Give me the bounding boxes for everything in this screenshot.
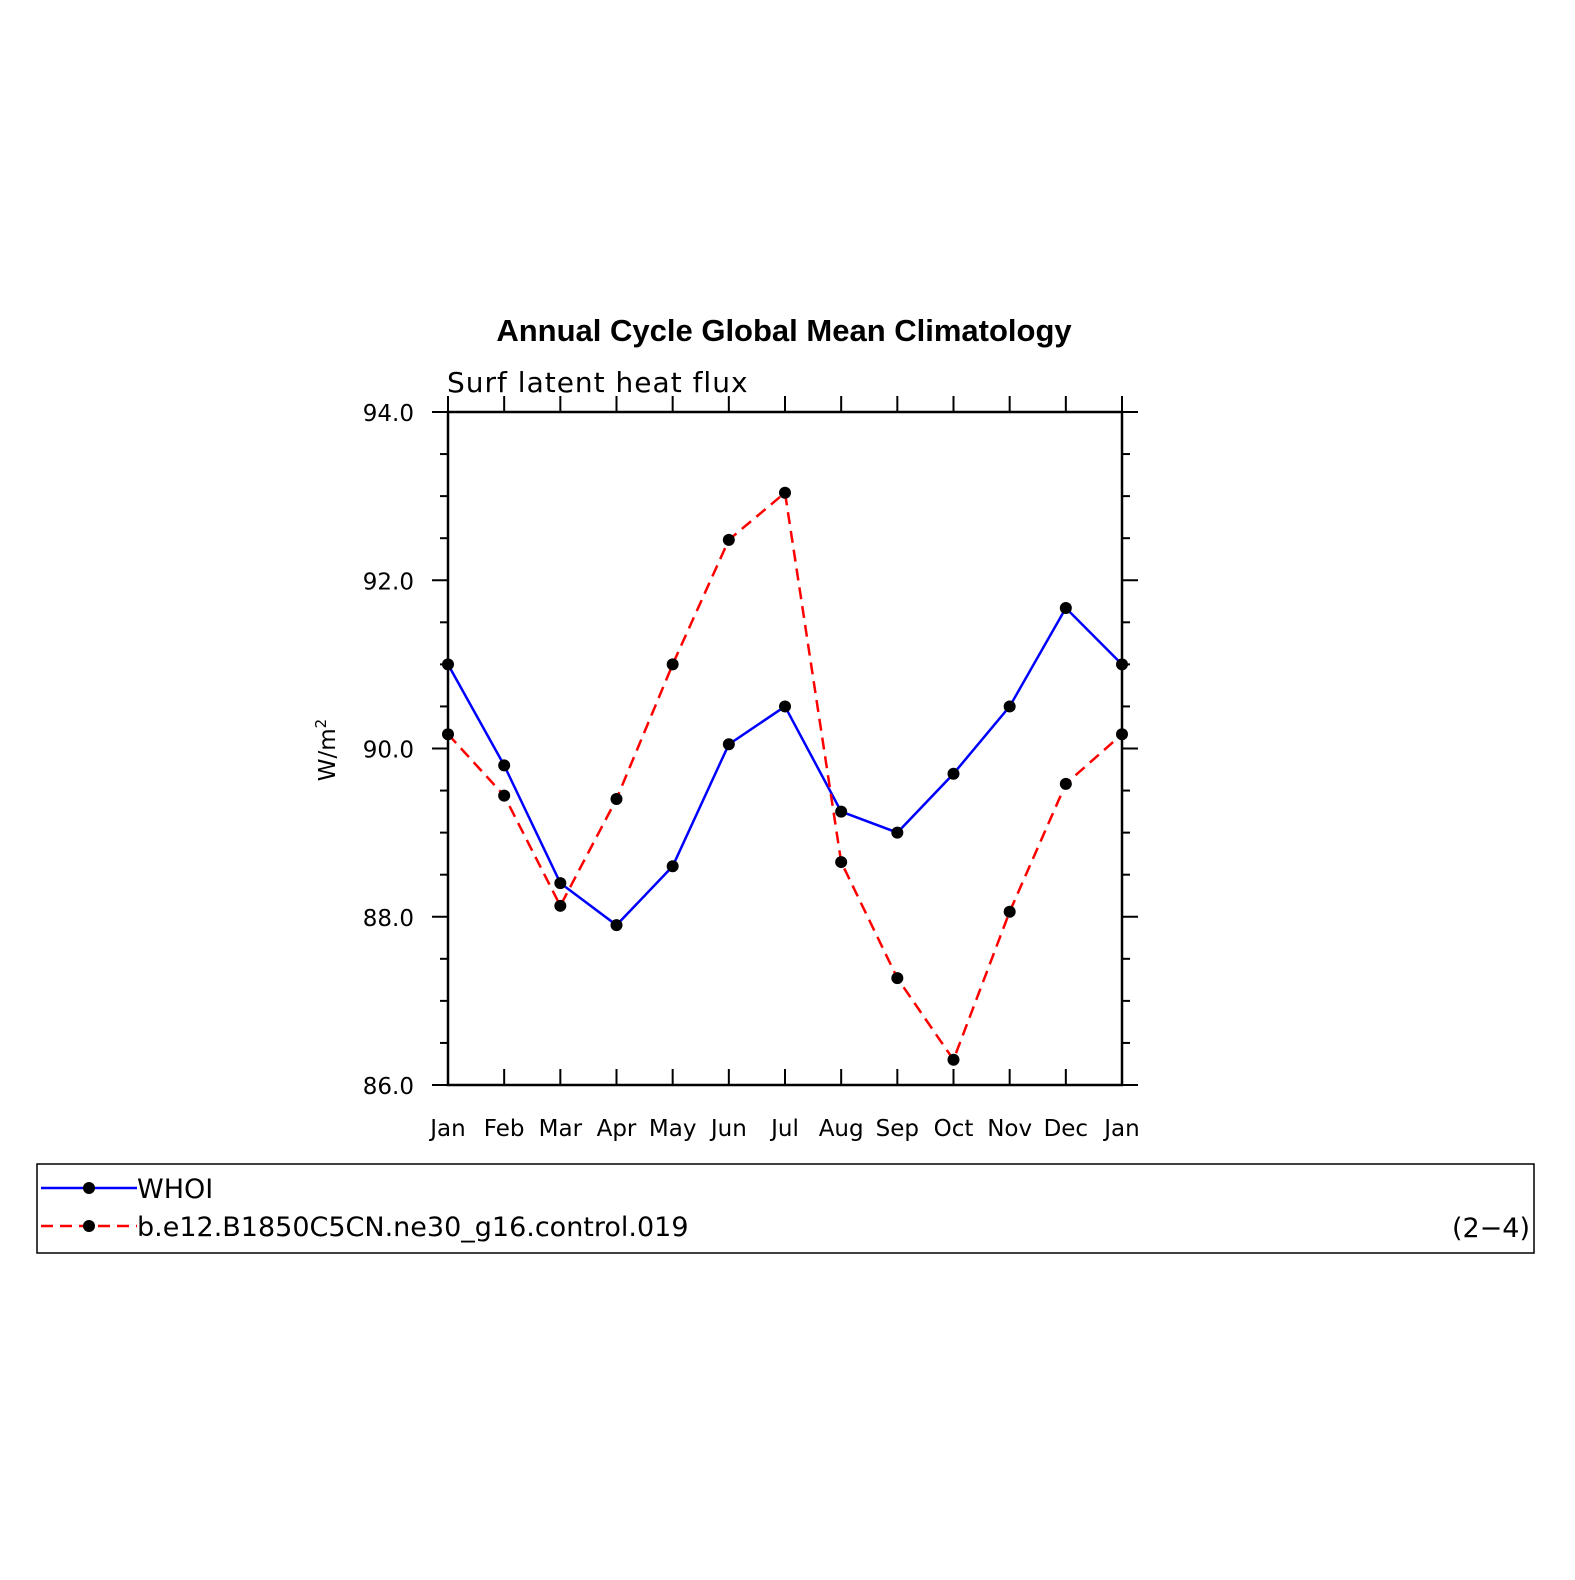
series-1-point (442, 658, 454, 670)
x-tick-label: Jan (428, 1116, 465, 1142)
series-2-point (723, 534, 735, 546)
legend-note: (2−4) (1452, 1213, 1530, 1244)
y-tick-label: 86.0 (363, 1074, 414, 1100)
x-tick-label: Aug (819, 1116, 864, 1142)
x-tick-label: Jan (1102, 1116, 1139, 1142)
y-tick-label: 92.0 (363, 569, 414, 595)
series-1-point (611, 919, 623, 931)
legend: WHOI b.e12.B1850C5CN.ne30_g16.control.019 (41, 1174, 689, 1243)
series-1-point (891, 827, 903, 839)
series-1-point (948, 768, 960, 780)
series-line-2 (448, 493, 1122, 1060)
y-tick-label: 90.0 (363, 738, 414, 764)
series-1-point (498, 759, 510, 771)
x-tick-label: Nov (987, 1116, 1032, 1142)
y-axis-label: W/m2 (312, 719, 341, 781)
x-tick-label: Dec (1044, 1116, 1089, 1142)
series-2-point (1004, 906, 1016, 918)
series-1-point (554, 877, 566, 889)
series-2-point (667, 658, 679, 670)
series-2-point (1060, 778, 1072, 790)
series-2-point (611, 793, 623, 805)
series-2-point (948, 1054, 960, 1066)
chart-subtitle: Surf latent heat flux (447, 366, 749, 399)
series-1-point (779, 700, 791, 712)
legend-label-2: b.e12.B1850C5CN.ne30_g16.control.019 (137, 1212, 689, 1243)
legend-marker-2 (83, 1220, 95, 1232)
series-1-point (1060, 602, 1072, 614)
legend-label-1: WHOI (137, 1174, 213, 1205)
legend-marker-1 (83, 1182, 95, 1194)
x-tick-label: Apr (597, 1116, 637, 1142)
x-tick-label: Mar (539, 1116, 583, 1142)
series-2-point (442, 728, 454, 740)
x-tick-label: Oct (934, 1116, 974, 1142)
series-1-point (723, 738, 735, 750)
series-2-point (779, 487, 791, 499)
plot-frame (448, 412, 1122, 1085)
series-1-point (667, 860, 679, 872)
x-tick-label: Sep (876, 1116, 919, 1142)
series-1-point (1004, 700, 1016, 712)
series-1-point (1116, 658, 1128, 670)
x-tick-label: Feb (484, 1116, 525, 1142)
y-tick-label: 88.0 (363, 906, 414, 932)
series-2-point (835, 856, 847, 868)
y-axis-label-superscript: 2 (312, 719, 330, 729)
y-axis-label-base: W/m (315, 728, 341, 781)
y-tick-label: 94.0 (363, 401, 414, 427)
series-2-point (1116, 728, 1128, 740)
chart-title: Annual Cycle Global Mean Climatology (496, 313, 1072, 348)
x-tick-label: Jul (769, 1116, 799, 1142)
series-line-1 (448, 608, 1122, 925)
series-2-point (891, 972, 903, 984)
series-1-point (835, 806, 847, 818)
x-tick-label: May (649, 1116, 697, 1142)
series-2-point (498, 790, 510, 802)
x-tick-label: Jun (709, 1116, 747, 1142)
series-layer (442, 487, 1128, 1066)
series-2-point (554, 900, 566, 912)
